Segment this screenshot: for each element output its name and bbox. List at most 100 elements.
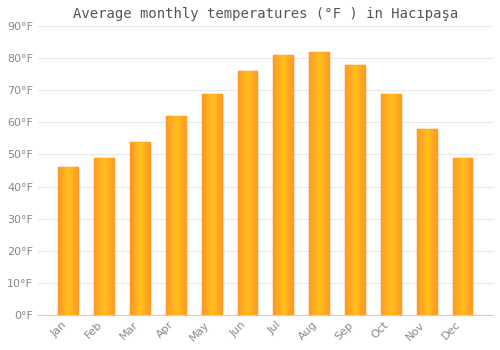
Bar: [326, 52, 327, 315]
Bar: [381, 93, 400, 315]
Bar: [66, 167, 68, 315]
Bar: [321, 52, 322, 315]
Bar: [327, 52, 328, 315]
Bar: [280, 55, 281, 315]
Bar: [354, 65, 355, 315]
Bar: [360, 65, 361, 315]
Bar: [398, 93, 400, 315]
Bar: [72, 167, 74, 315]
Bar: [206, 93, 207, 315]
Bar: [456, 158, 458, 315]
Bar: [288, 55, 290, 315]
Bar: [131, 142, 132, 315]
Bar: [130, 142, 131, 315]
Bar: [418, 129, 419, 315]
Bar: [345, 65, 365, 315]
Bar: [356, 65, 357, 315]
Bar: [396, 93, 397, 315]
Bar: [204, 93, 205, 315]
Bar: [324, 52, 325, 315]
Bar: [60, 167, 62, 315]
Bar: [112, 158, 113, 315]
Bar: [149, 142, 150, 315]
Bar: [94, 158, 114, 315]
Bar: [254, 71, 256, 315]
Bar: [312, 52, 314, 315]
Bar: [432, 129, 434, 315]
Bar: [424, 129, 426, 315]
Bar: [64, 167, 66, 315]
Bar: [96, 158, 98, 315]
Bar: [420, 129, 421, 315]
Bar: [252, 71, 254, 315]
Bar: [317, 52, 318, 315]
Bar: [417, 129, 436, 315]
Bar: [347, 65, 348, 315]
Bar: [422, 129, 424, 315]
Bar: [181, 116, 182, 315]
Bar: [470, 158, 472, 315]
Bar: [182, 116, 184, 315]
Bar: [361, 65, 362, 315]
Bar: [130, 142, 150, 315]
Bar: [202, 93, 203, 315]
Bar: [145, 142, 146, 315]
Bar: [214, 93, 216, 315]
Bar: [176, 116, 177, 315]
Bar: [107, 158, 108, 315]
Bar: [282, 55, 284, 315]
Bar: [62, 167, 64, 315]
Bar: [106, 158, 107, 315]
Bar: [394, 93, 395, 315]
Bar: [357, 65, 358, 315]
Bar: [172, 116, 173, 315]
Bar: [94, 158, 96, 315]
Bar: [314, 52, 315, 315]
Bar: [462, 158, 464, 315]
Bar: [395, 93, 396, 315]
Bar: [58, 167, 59, 315]
Bar: [328, 52, 329, 315]
Bar: [68, 167, 70, 315]
Bar: [220, 93, 222, 315]
Bar: [108, 158, 109, 315]
Bar: [143, 142, 144, 315]
Bar: [174, 116, 175, 315]
Bar: [355, 65, 356, 315]
Bar: [316, 52, 317, 315]
Bar: [276, 55, 278, 315]
Bar: [320, 52, 321, 315]
Bar: [250, 71, 252, 315]
Bar: [180, 116, 181, 315]
Bar: [290, 55, 291, 315]
Bar: [139, 142, 140, 315]
Bar: [169, 116, 170, 315]
Bar: [178, 116, 179, 315]
Bar: [468, 158, 469, 315]
Bar: [419, 129, 420, 315]
Bar: [207, 93, 208, 315]
Bar: [322, 52, 323, 315]
Bar: [76, 167, 77, 315]
Bar: [383, 93, 384, 315]
Bar: [352, 65, 353, 315]
Bar: [362, 65, 363, 315]
Bar: [58, 167, 78, 315]
Bar: [310, 52, 312, 315]
Bar: [166, 116, 186, 315]
Bar: [135, 142, 136, 315]
Bar: [138, 142, 139, 315]
Bar: [452, 158, 454, 315]
Bar: [434, 129, 436, 315]
Bar: [391, 93, 392, 315]
Bar: [137, 142, 138, 315]
Bar: [113, 158, 114, 315]
Bar: [144, 142, 145, 315]
Bar: [284, 55, 286, 315]
Bar: [460, 158, 462, 315]
Bar: [318, 52, 319, 315]
Bar: [348, 65, 349, 315]
Bar: [77, 167, 78, 315]
Bar: [385, 93, 386, 315]
Bar: [147, 142, 148, 315]
